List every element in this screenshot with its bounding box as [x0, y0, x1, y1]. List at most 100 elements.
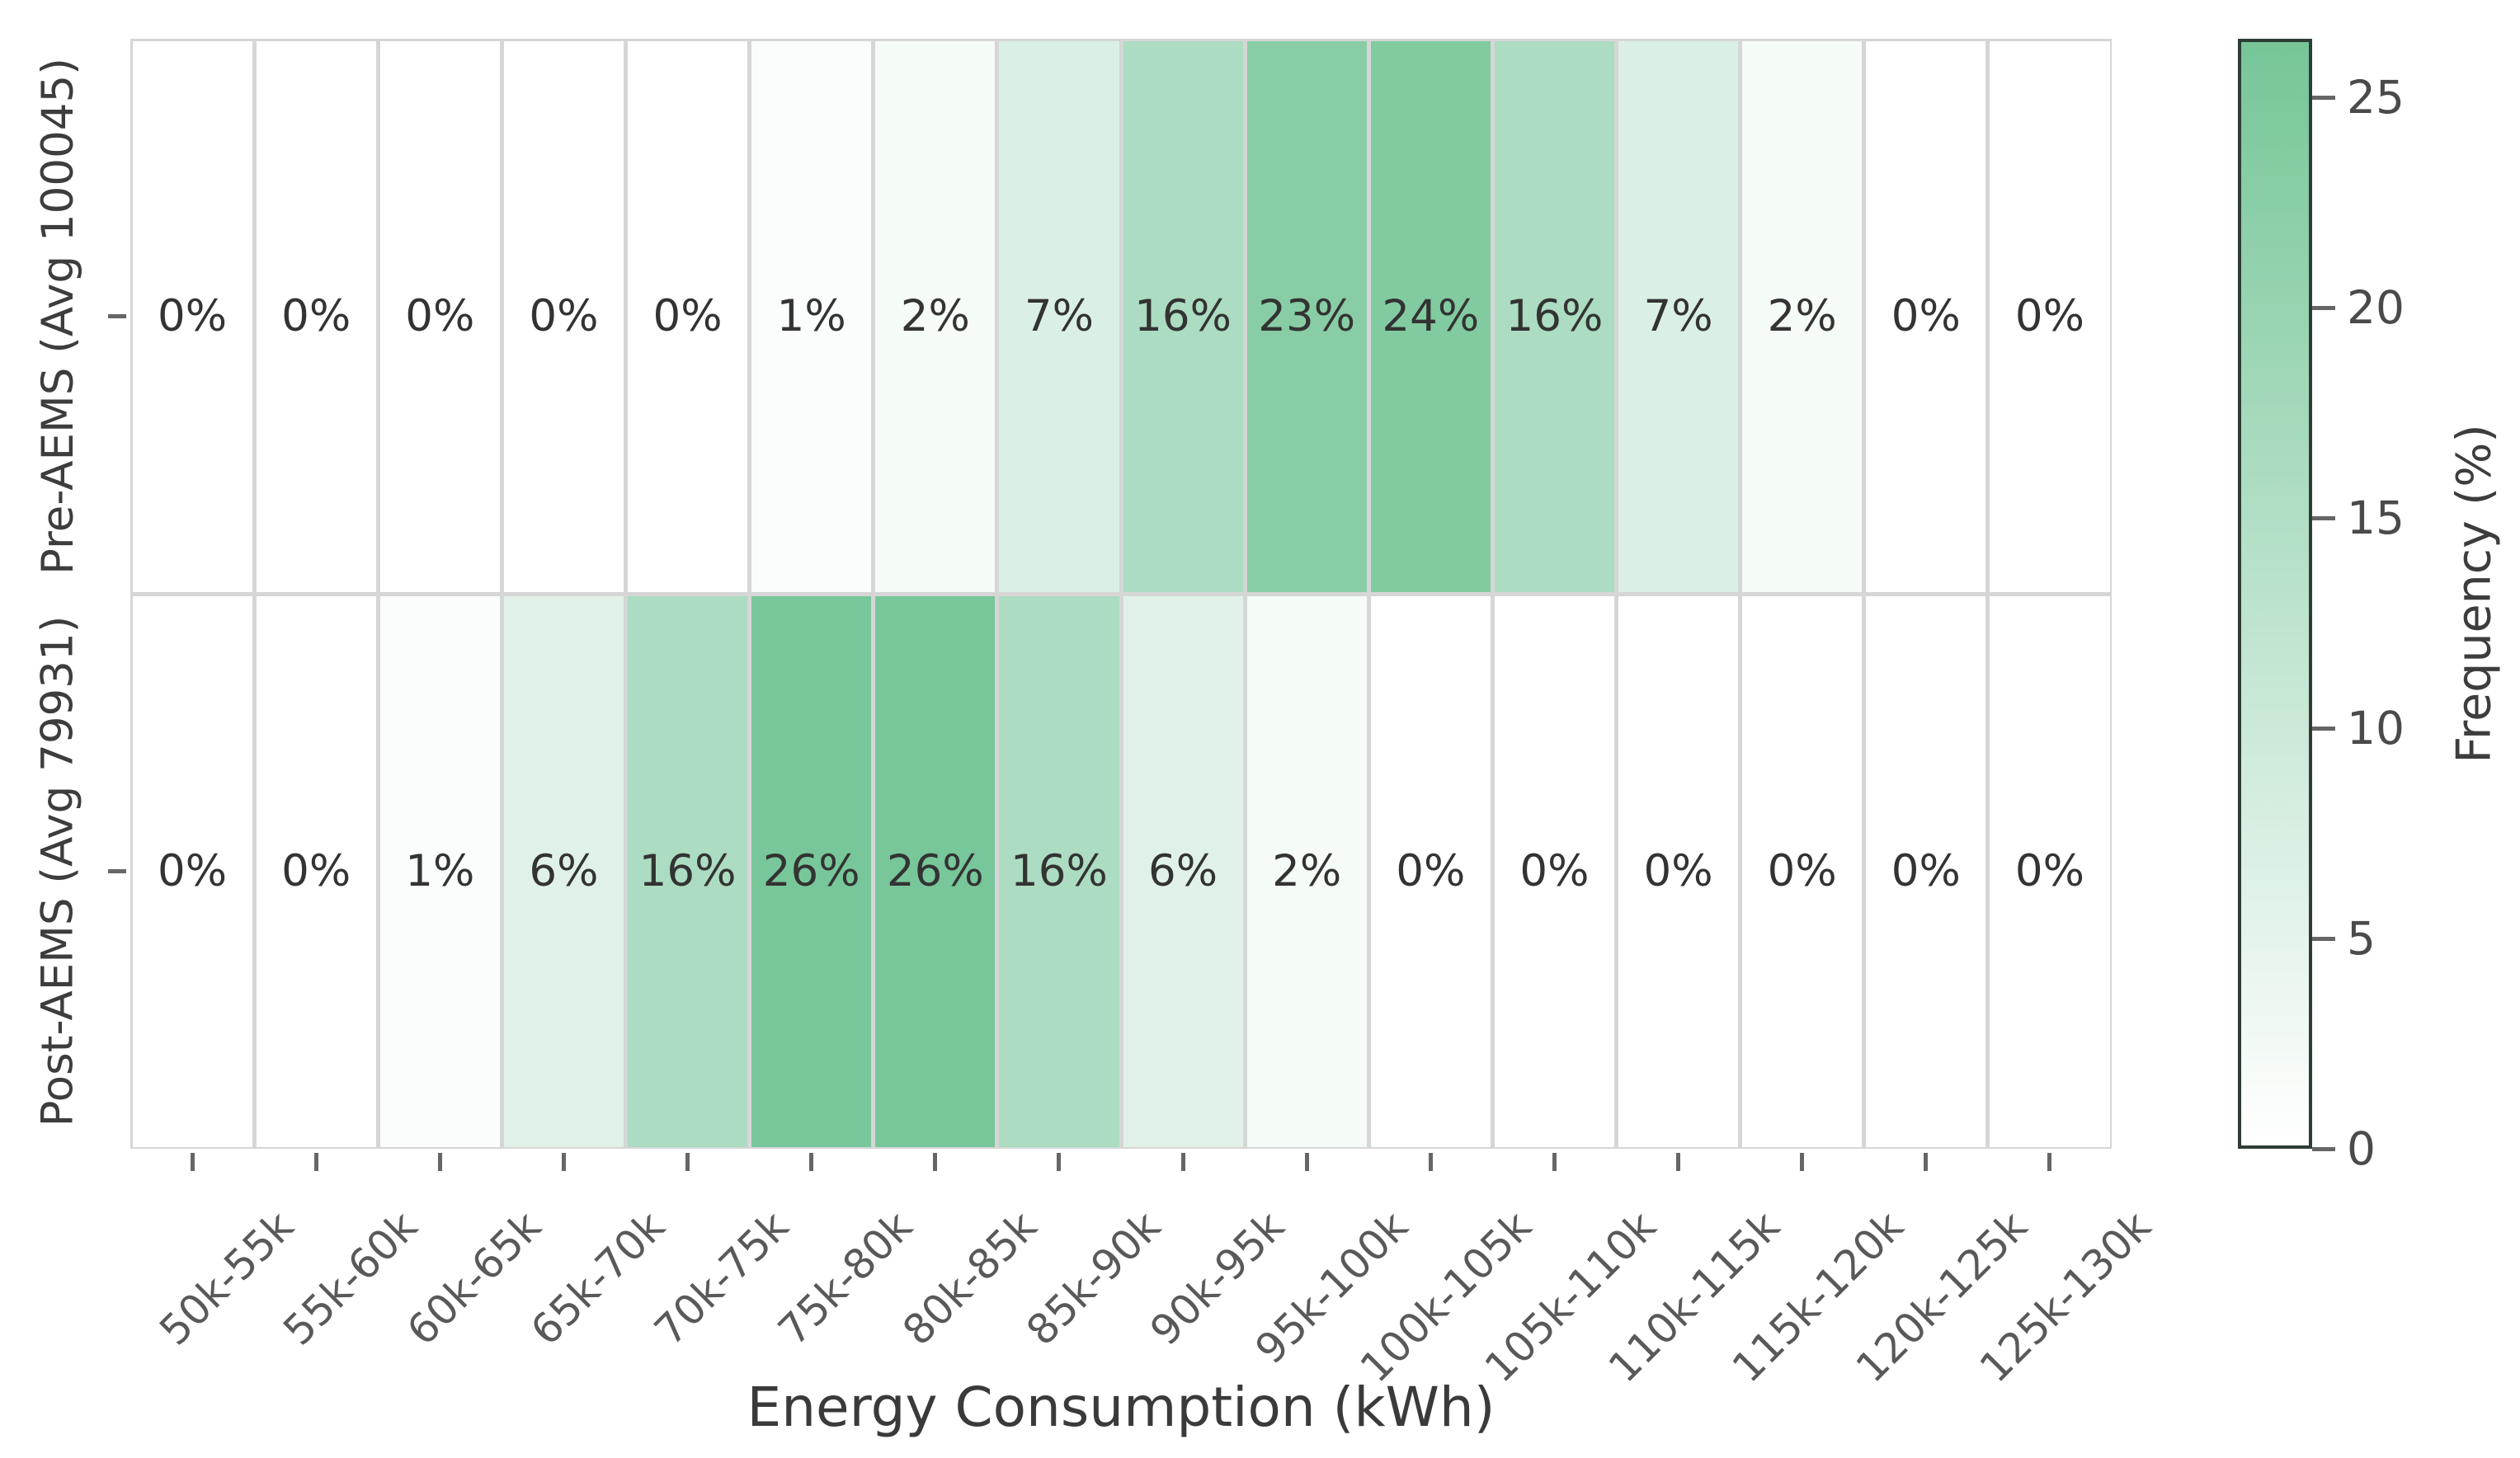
- cell-value-label-text: 0%: [405, 291, 475, 341]
- cell-value-label-text: 0%: [2014, 846, 2084, 896]
- x-tick-label: 70k-75k: [645, 1202, 798, 1355]
- cell-value-label-text: 0%: [2014, 291, 2084, 341]
- colorbar-tick-mark: [2312, 726, 2335, 731]
- cell-value-label-text: 16%: [638, 846, 737, 896]
- x-tick-mark: [1180, 1153, 1185, 1171]
- heatmap-cell: [379, 40, 500, 592]
- cell-value-label-text: 7%: [1024, 291, 1094, 341]
- heatmap-cell: [1742, 595, 1863, 1147]
- x-axis-title: Energy Consumption (kWh): [747, 1376, 1496, 1439]
- heatmap-cell: [1618, 40, 1739, 592]
- heatmap-cell: [1742, 40, 1863, 592]
- cell-value-label-text: 0%: [1396, 846, 1466, 896]
- cell-value-label-text: 23%: [1258, 291, 1356, 341]
- heatmap-cell: [256, 595, 376, 1147]
- cell-value-label-text: 0%: [1891, 291, 1961, 341]
- heatmap-cell: [999, 40, 1119, 592]
- x-tick-mark: [1800, 1153, 1805, 1171]
- heatmap-cell: [1618, 595, 1739, 1147]
- heatmap-cell: [751, 40, 872, 592]
- x-tick-mark: [1924, 1153, 1929, 1171]
- cell-value-label-text: 16%: [1010, 846, 1108, 896]
- heatmap-cell: [875, 595, 996, 1147]
- heatmap-cell: [1990, 40, 2110, 592]
- x-tick-mark: [313, 1153, 318, 1171]
- colorbar-tick-mark: [2312, 515, 2335, 520]
- x-tick-mark: [1552, 1153, 1557, 1171]
- cell-value-label-text: 0%: [281, 291, 351, 341]
- colorbar-tick-mark: [2312, 1146, 2335, 1151]
- cell-value-label-text: 0%: [281, 846, 351, 896]
- colorbar-axis-label-text: Frequency (%): [2447, 424, 2502, 764]
- heatmap-cell: [751, 595, 872, 1147]
- heatmap-cell: [1990, 595, 2110, 1147]
- x-tick-mark: [809, 1153, 814, 1171]
- heatmap-cell: [503, 40, 624, 592]
- colorbar-tick-mark: [2312, 95, 2335, 100]
- colorbar-tick-mark: [2312, 305, 2335, 310]
- heatmap-cell: [132, 40, 252, 592]
- colorbar-tick-mark: [2312, 936, 2335, 941]
- cell-value-label-text: 16%: [1505, 291, 1604, 341]
- colorbar-tick-label-text: 10: [2347, 702, 2405, 755]
- cell-value-label-text: 2%: [900, 291, 970, 341]
- cell-value-label-text: 6%: [1148, 846, 1218, 896]
- heatmap-cell: [875, 40, 996, 592]
- cell-value-label-text: 6%: [529, 846, 599, 896]
- x-tick-mark: [2047, 1153, 2052, 1171]
- cell-value-label-text: 24%: [1382, 291, 1480, 341]
- colorbar-tick-label-text: 5: [2347, 912, 2376, 966]
- heatmap-plot-area: 0% 0% 0% 0% 0% 1% 2% 7% 16% 23% 24% 16% 7% 2% 0% 0% 0% 0%…: [130, 39, 2112, 1149]
- x-tick-label: 85k-90k: [1017, 1202, 1170, 1355]
- cell-value-label-text: 2%: [1272, 846, 1342, 896]
- x-tick-mark: [561, 1153, 566, 1171]
- y-tick-mark: [108, 314, 126, 318]
- y-axis-row-label-text: Pre-AEMS (Avg 100045): [32, 58, 83, 575]
- heatmap-cell: [503, 595, 624, 1147]
- x-tick-mark: [1304, 1153, 1309, 1171]
- cell-value-label-text: 26%: [886, 846, 984, 896]
- x-tick-mark: [1428, 1153, 1433, 1171]
- heatmap-cell: [1866, 595, 1986, 1147]
- heatmap-cell: [1866, 40, 1986, 592]
- heatmap-cell: [628, 595, 748, 1147]
- cell-value-label-text: 16%: [1134, 291, 1232, 341]
- heatmap-cell: [1246, 595, 1367, 1147]
- x-tick-mark: [685, 1153, 690, 1171]
- heatmap-cell: [999, 595, 1119, 1147]
- x-tick-mark: [933, 1153, 938, 1171]
- heatmap-cell: [1123, 595, 1243, 1147]
- cell-value-label-text: 1%: [776, 291, 846, 341]
- cell-value-label-text: 2%: [1767, 291, 1837, 341]
- heatmap-cell: [1370, 40, 1491, 592]
- cell-value-label-text: 0%: [1643, 846, 1713, 896]
- heatmap-cell: [1246, 40, 1367, 592]
- heatmap-cell: [1494, 595, 1614, 1147]
- cell-value-label-text: 0%: [1519, 846, 1590, 896]
- y-axis-row-label-text: Post-AEMS (Avg 79931): [32, 615, 83, 1127]
- y-tick-mark: [108, 869, 126, 873]
- colorbar-gradient: [2238, 39, 2312, 1149]
- x-tick-mark: [1057, 1153, 1062, 1171]
- heatmap-cell: [256, 40, 376, 592]
- heatmap-cell: [379, 595, 500, 1147]
- cell-value-label-text: 26%: [762, 846, 860, 896]
- x-tick-label: 65k-70k: [521, 1202, 675, 1355]
- x-tick-mark: [437, 1153, 442, 1171]
- cell-value-label-text: 0%: [1767, 846, 1837, 896]
- colorbar-tick-label-text: 15: [2347, 491, 2405, 545]
- x-tick-mark: [1676, 1153, 1681, 1171]
- cell-value-label-text: 0%: [1891, 846, 1961, 896]
- heatmap-cell: [132, 595, 252, 1147]
- cell-value-label-text: 0%: [529, 291, 599, 341]
- colorbar-tick-label-text: 0: [2347, 1122, 2376, 1175]
- x-tick-label: 55k-60k: [274, 1202, 427, 1355]
- cell-value-label-text: 0%: [652, 291, 723, 341]
- x-tick-label: 80k-85k: [893, 1202, 1046, 1355]
- x-tick-label: 60k-65k: [398, 1202, 551, 1355]
- x-tick-label: 50k-55k: [150, 1202, 303, 1355]
- cell-value-label-text: 0%: [158, 846, 228, 896]
- x-tick-label: 75k-80k: [769, 1202, 922, 1355]
- colorbar-tick-label-text: 25: [2347, 71, 2405, 125]
